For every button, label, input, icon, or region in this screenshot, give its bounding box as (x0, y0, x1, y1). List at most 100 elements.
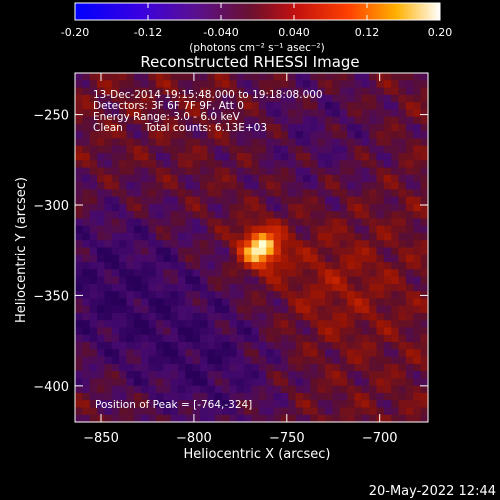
heatmap-cell (163, 305, 172, 314)
heatmap-cell (192, 123, 201, 132)
heatmap-cell (192, 342, 201, 350)
heatmap-cell (339, 102, 348, 110)
heatmap-cell (302, 225, 311, 234)
heatmap-cell (104, 392, 113, 401)
heatmap-cell (391, 283, 400, 292)
heatmap-cell (126, 73, 135, 81)
heatmap-cell (244, 254, 253, 263)
heatmap-cell (119, 312, 128, 321)
heatmap-cell (200, 102, 208, 110)
heatmap-cell (376, 123, 385, 132)
heatmap-cell (119, 109, 128, 118)
heatmap-cell (207, 232, 216, 241)
heatmap-cell (222, 87, 231, 96)
heatmap-cell (155, 131, 164, 140)
heatmap-cell (89, 167, 98, 176)
heatmap-cell (111, 73, 120, 81)
heatmap-cell (413, 247, 422, 256)
heatmap-cell (273, 240, 282, 249)
heatmap-cell (413, 116, 422, 125)
heatmap-cell (244, 87, 253, 96)
heatmap-cell (310, 312, 319, 321)
heatmap-cell (185, 298, 194, 307)
heatmap-cell (413, 327, 422, 336)
heatmap-cell (339, 269, 348, 278)
heatmap-cell (369, 363, 378, 372)
heatmap-cell (354, 327, 363, 336)
heatmap-cell (376, 392, 385, 401)
heatmap-cell (82, 138, 91, 147)
heatmap-cell (97, 167, 106, 176)
heatmap-cell (332, 298, 341, 307)
heatmap-cell (280, 247, 289, 256)
heatmap-cell (354, 174, 363, 183)
heatmap-cell (244, 73, 253, 81)
heatmap-cell (420, 320, 429, 329)
heatmap-cell (214, 305, 223, 314)
heatmap-cell (280, 392, 289, 401)
heatmap-cell (310, 218, 319, 227)
heatmap-cell (104, 211, 113, 220)
heatmap-cell (383, 131, 392, 140)
heatmap-cell (273, 356, 282, 365)
heatmap-cell (325, 392, 333, 401)
heatmap-cell (317, 414, 326, 423)
heatmap-cell (236, 182, 245, 190)
heatmap-cell (361, 247, 370, 256)
heatmap-cell (177, 203, 186, 212)
colorbar-tick-label: 0.040 (278, 26, 310, 39)
heatmap-cell (339, 254, 348, 263)
heatmap-cell (126, 349, 135, 358)
heatmap-cell (310, 349, 319, 358)
heatmap-cell (347, 182, 356, 190)
heatmap-cell (111, 211, 120, 220)
heatmap-cell (133, 87, 142, 96)
heatmap-cell (155, 385, 164, 394)
heatmap-cell (398, 291, 407, 299)
heatmap-cell (310, 269, 319, 278)
heatmap-cell (170, 291, 179, 299)
heatmap-cell (317, 327, 326, 336)
heatmap-cell (280, 182, 289, 190)
heatmap-cell (200, 80, 208, 89)
heatmap-cell (126, 276, 135, 285)
heatmap-cell (302, 145, 311, 154)
heatmap-cell (413, 138, 422, 147)
heatmap-cell (207, 80, 216, 89)
heatmap-cell (339, 80, 348, 89)
heatmap-cell (420, 327, 429, 336)
heatmap-cell (280, 276, 289, 285)
heatmap-cell (236, 327, 245, 336)
heatmap-cell (200, 240, 208, 249)
heatmap-cell (288, 320, 297, 329)
heatmap-cell (163, 160, 172, 169)
heatmap-cell (104, 218, 113, 227)
heatmap-cell (126, 305, 135, 314)
heatmap-cell (332, 189, 341, 198)
heatmap-cell (133, 174, 142, 183)
heatmap-cell (214, 189, 223, 198)
heatmap-cell (244, 232, 253, 241)
heatmap-cell (185, 414, 194, 423)
heatmap-cell (133, 356, 142, 365)
heatmap-cell (133, 414, 142, 423)
heatmap-cell (383, 87, 392, 96)
heatmap-cell (192, 152, 201, 161)
heatmap-cell (133, 131, 142, 140)
heatmap-cell (251, 392, 260, 401)
heatmap-cell (317, 298, 326, 307)
heatmap-cell (280, 174, 289, 183)
heatmap-cell (420, 232, 429, 241)
heatmap-cell (383, 189, 392, 198)
heatmap-cell (192, 218, 201, 227)
heatmap-cell (295, 225, 304, 234)
heatmap-cell (258, 87, 267, 96)
heatmap-cell (405, 138, 414, 147)
heatmap-cell (148, 182, 157, 190)
heatmap-cell (391, 145, 400, 154)
heatmap-cell (163, 131, 172, 140)
heatmap-cell (104, 269, 113, 278)
heatmap-cell (361, 334, 370, 343)
heatmap-cell (185, 189, 194, 198)
heatmap-cell (354, 203, 363, 212)
